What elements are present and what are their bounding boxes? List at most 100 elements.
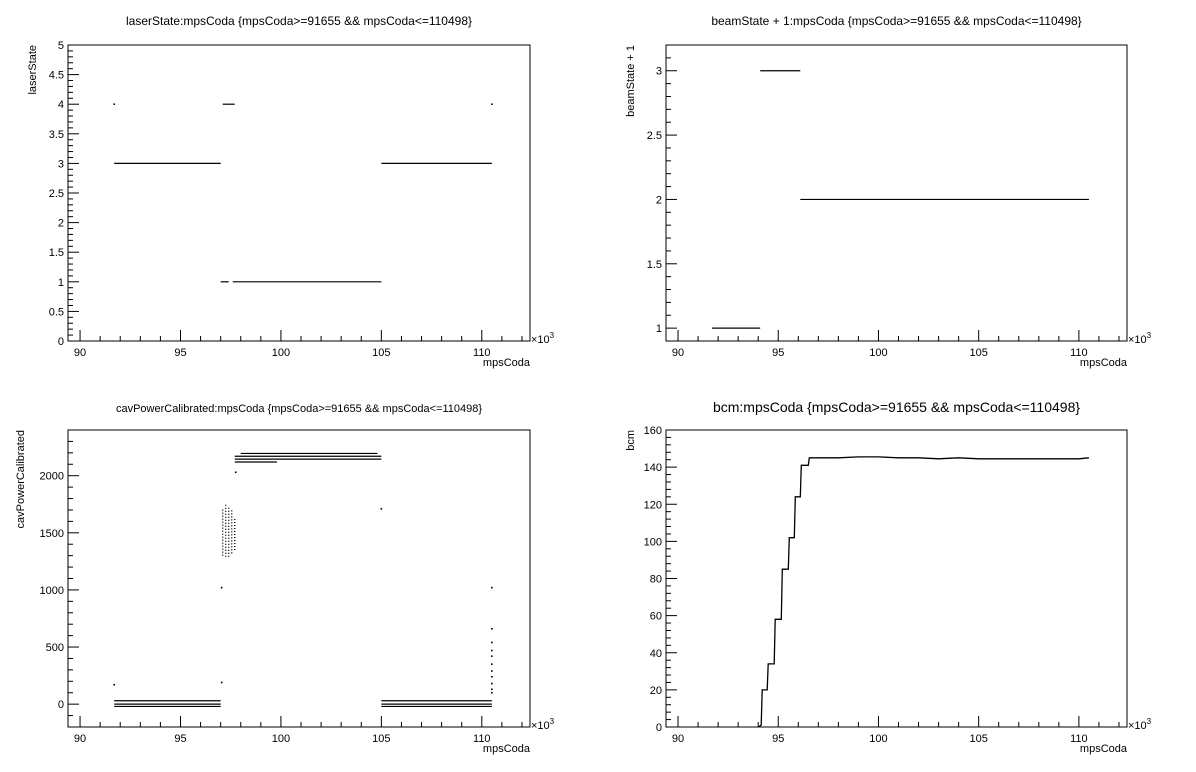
x-tick-label: 100 [869, 347, 887, 359]
data-point [113, 683, 115, 686]
data-point [220, 586, 223, 589]
y-tick-label: 2.5 [49, 188, 64, 200]
chart-title: beamState + 1:mpsCoda {mpsCoda>=91655 &&… [711, 14, 1081, 28]
x-exponent-label: ×103 [531, 717, 555, 732]
chart-panel-4: bcm:mpsCoda {mpsCoda>=91655 && mpsCoda<=… [625, 399, 1152, 755]
x-tick-label: 110 [1070, 733, 1088, 745]
chart-panel-3: cavPowerCalibrated:mpsCoda {mpsCoda>=916… [15, 403, 555, 755]
x-tick-label: 90 [672, 733, 684, 745]
x-tick-label: 105 [372, 347, 390, 359]
y-tick-label: 500 [46, 642, 64, 654]
plot-frame [67, 44, 531, 342]
data-point [491, 691, 493, 694]
plot-frame [67, 429, 531, 728]
x-exponent-label: ×103 [1128, 717, 1152, 732]
y-tick-label: 4.5 [49, 70, 64, 82]
y-tick-label: 1500 [40, 528, 64, 540]
y-axis-label: cavPowerCalibrated [15, 430, 27, 528]
x-tick-label: 90 [74, 347, 86, 359]
x-tick-label: 110 [473, 733, 491, 745]
y-tick-label: 1 [58, 277, 64, 289]
data-point [491, 641, 493, 644]
x-exponent-base: ×10 [1128, 720, 1147, 732]
x-tick-label: 95 [174, 347, 186, 359]
x-exponent-label: ×103 [531, 331, 555, 346]
x-tick-label: 105 [969, 347, 987, 359]
y-tick-label: 2 [58, 218, 64, 230]
x-tick-label: 100 [272, 347, 290, 359]
x-exponent-base: ×10 [1128, 334, 1147, 346]
chart-title: bcm:mpsCoda {mpsCoda>=91655 && mpsCoda<=… [713, 399, 1080, 415]
y-axis-label: beamState + 1 [625, 45, 637, 117]
y-tick-label: 3.5 [49, 129, 64, 141]
data-point [491, 103, 493, 105]
chart-title: cavPowerCalibrated:mpsCoda {mpsCoda>=916… [116, 403, 482, 415]
y-tick-label: 1.5 [647, 259, 662, 271]
y-tick-label: 1.5 [49, 247, 64, 259]
x-tick-label: 100 [272, 733, 290, 745]
chart-title: laserState:mpsCoda {mpsCoda>=91655 && mp… [126, 14, 472, 28]
y-tick-label: 0 [656, 722, 662, 734]
plot-frame [665, 429, 1128, 728]
data-point [491, 586, 493, 589]
y-tick-label: 80 [650, 574, 662, 586]
x-axis-label: mpsCoda [483, 357, 531, 369]
y-tick-label: 1 [656, 323, 662, 335]
plot-frame [665, 44, 1128, 342]
y-tick-label: 0.5 [49, 306, 64, 318]
x-tick-label: 100 [869, 733, 887, 745]
data-point [380, 508, 383, 510]
y-tick-label: 140 [644, 462, 662, 474]
x-exponent-power: 3 [1147, 331, 1152, 340]
x-tick-label: 90 [672, 347, 684, 359]
data-point [491, 670, 493, 672]
y-tick-label: 0 [58, 699, 64, 711]
x-tick-label: 90 [74, 733, 86, 745]
y-tick-label: 3 [58, 158, 64, 170]
x-tick-label: 95 [772, 347, 784, 359]
x-tick-label: 105 [969, 733, 987, 745]
chart-panel-1: laserState:mpsCoda {mpsCoda>=91655 && mp… [27, 14, 555, 369]
x-exponent-base: ×10 [531, 334, 550, 346]
y-tick-label: 2000 [40, 471, 64, 483]
data-point [491, 663, 493, 665]
x-exponent-label: ×103 [1128, 331, 1152, 346]
data-point [491, 688, 493, 691]
x-axis-label: mpsCoda [483, 743, 531, 755]
y-tick-label: 2 [656, 194, 662, 206]
data-point [220, 681, 223, 684]
x-exponent-power: 3 [550, 331, 555, 340]
chart-panel-2: beamState + 1:mpsCoda {mpsCoda>=91655 &&… [625, 14, 1152, 369]
data-point [113, 103, 115, 105]
y-tick-label: 40 [650, 648, 662, 660]
y-tick-label: 160 [644, 425, 662, 437]
data-point [234, 471, 237, 474]
y-tick-label: 3 [656, 66, 662, 78]
data-point [491, 655, 493, 657]
data-point [491, 649, 493, 652]
x-tick-label: 110 [473, 347, 491, 359]
x-tick-label: 95 [174, 733, 186, 745]
y-axis-label: bcm [625, 430, 637, 451]
x-tick-label: 95 [772, 733, 784, 745]
data-point [491, 627, 493, 630]
data-series-line [757, 456, 1089, 728]
x-tick-label: 105 [372, 733, 390, 745]
y-tick-label: 1000 [40, 585, 64, 597]
y-tick-label: 2.5 [647, 130, 662, 142]
y-tick-label: 100 [644, 536, 662, 548]
x-axis-label: mpsCoda [1080, 743, 1128, 755]
data-point [491, 675, 493, 678]
y-axis-label: laserState [27, 45, 39, 95]
y-tick-label: 20 [650, 685, 662, 697]
x-exponent-power: 3 [1147, 717, 1152, 726]
x-exponent-base: ×10 [531, 720, 550, 732]
x-axis-label: mpsCoda [1080, 357, 1128, 369]
data-point [491, 682, 493, 685]
y-tick-label: 0 [58, 336, 64, 348]
x-tick-label: 110 [1070, 347, 1088, 359]
y-tick-label: 4 [58, 99, 64, 111]
y-tick-label: 120 [644, 499, 662, 511]
y-tick-label: 5 [58, 40, 64, 52]
